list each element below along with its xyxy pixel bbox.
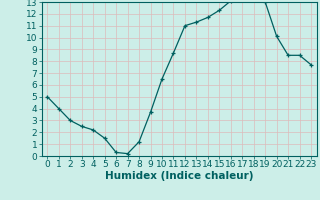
X-axis label: Humidex (Indice chaleur): Humidex (Indice chaleur): [105, 171, 253, 181]
